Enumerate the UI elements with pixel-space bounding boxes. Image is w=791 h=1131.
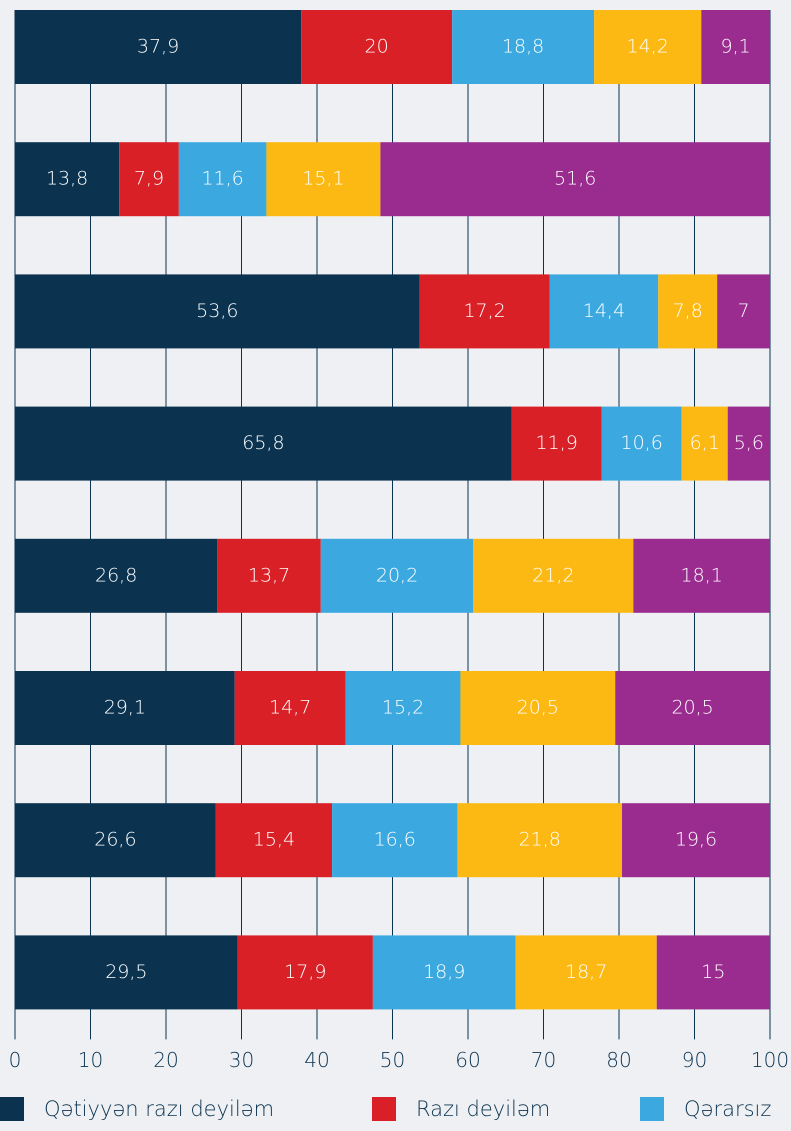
x-tick-label: 50	[380, 1048, 405, 1072]
value-label: 14,2	[627, 36, 669, 58]
legend-label: Qətiyyən razı deyiləm	[44, 1097, 274, 1121]
bar-segment	[515, 935, 657, 1010]
x-tick-label: 30	[229, 1048, 254, 1072]
value-label: 15,4	[253, 829, 295, 851]
bar-segment	[473, 538, 634, 613]
bar-segment	[717, 274, 770, 349]
value-label: 29,1	[104, 697, 146, 719]
value-label: 18,1	[681, 564, 723, 586]
value-label: 21,8	[519, 829, 561, 851]
value-label: 9,1	[721, 36, 751, 58]
value-label: 10,6	[620, 432, 662, 454]
x-tick-label: 0	[9, 1048, 22, 1072]
bar-segment	[615, 671, 770, 745]
value-label: 14,4	[583, 300, 625, 322]
value-label: 17,2	[463, 300, 505, 322]
legend-swatch	[372, 1097, 396, 1121]
value-label: 19,6	[675, 829, 717, 851]
x-tick-label: 100	[751, 1048, 789, 1072]
value-label: 26,6	[94, 829, 136, 851]
bar-segment	[15, 406, 512, 481]
bar-segment	[622, 803, 770, 878]
value-label: 6,1	[690, 432, 720, 454]
bar-segment	[452, 10, 595, 84]
value-label: 7,9	[134, 168, 164, 190]
value-label: 65,8	[242, 432, 284, 454]
value-label: 18,8	[502, 36, 544, 58]
bar-segment	[15, 142, 120, 217]
value-label: 37,9	[137, 36, 179, 58]
bar-segment	[15, 671, 235, 745]
bar-segment	[511, 406, 602, 481]
x-tick-label: 20	[153, 1048, 178, 1072]
bar-segment	[419, 274, 550, 349]
bar-segment	[237, 935, 373, 1010]
bar-segment	[457, 803, 623, 878]
value-label: 51,6	[554, 168, 596, 190]
bar-segment	[380, 142, 770, 217]
value-label: 5,6	[734, 432, 764, 454]
x-tick-label: 40	[304, 1048, 329, 1072]
bar-segment	[215, 803, 333, 878]
bar-segment	[345, 671, 461, 745]
value-label: 18,7	[565, 961, 607, 983]
bar-segment	[681, 406, 728, 481]
value-label: 15	[701, 961, 725, 983]
bar-segment	[234, 671, 346, 745]
x-tick-label: 80	[606, 1048, 631, 1072]
value-label: 16,6	[374, 829, 416, 851]
value-label: 20,5	[671, 697, 713, 719]
bar-segment	[549, 274, 659, 349]
bar-segment	[217, 538, 321, 613]
value-label: 29,5	[105, 961, 147, 983]
bar-segment	[119, 142, 179, 217]
legend-swatch	[640, 1097, 664, 1121]
bar-segment	[372, 935, 516, 1010]
bar-segment	[332, 803, 458, 878]
value-label: 17,9	[284, 961, 326, 983]
bar-segment	[266, 142, 381, 217]
value-label: 13,7	[248, 564, 290, 586]
value-label: 11,6	[201, 168, 243, 190]
value-label: 20	[365, 36, 389, 58]
value-label: 18,9	[423, 961, 465, 983]
bar-segment	[727, 406, 770, 481]
value-label: 11,9	[536, 432, 578, 454]
bar-segment	[460, 671, 616, 745]
value-label: 20,5	[517, 697, 559, 719]
bar-segment	[15, 10, 302, 84]
x-tick-label: 60	[455, 1048, 480, 1072]
bar-segment	[601, 406, 682, 481]
bar-segment	[15, 274, 420, 349]
value-label: 14,7	[269, 697, 311, 719]
legend-label: Razı deyiləm	[416, 1097, 550, 1121]
value-label: 53,6	[196, 300, 238, 322]
value-label: 26,8	[95, 564, 137, 586]
value-label: 13,8	[46, 168, 88, 190]
bar-segment	[178, 142, 267, 217]
bar-segment	[15, 935, 238, 1010]
x-tick-label: 70	[531, 1048, 556, 1072]
bar-segment	[633, 538, 770, 613]
value-label: 7,8	[673, 300, 703, 322]
bar-segment	[701, 10, 770, 84]
value-label: 15,1	[302, 168, 344, 190]
bar-segment	[15, 803, 216, 878]
bar-segment	[594, 10, 702, 84]
legend-label: Qərarsız	[684, 1097, 771, 1121]
value-label: 21,2	[532, 564, 574, 586]
value-label: 20,2	[376, 564, 418, 586]
bar-segment	[656, 935, 770, 1010]
value-label: 7	[738, 300, 750, 322]
bar-segment	[320, 538, 474, 613]
bar-segment	[15, 538, 218, 613]
legend-swatch	[0, 1097, 24, 1121]
bar-segment	[658, 274, 718, 349]
x-tick-label: 90	[682, 1048, 707, 1072]
x-tick-label: 10	[78, 1048, 103, 1072]
value-label: 15,2	[382, 697, 424, 719]
bar-segment	[301, 10, 453, 84]
